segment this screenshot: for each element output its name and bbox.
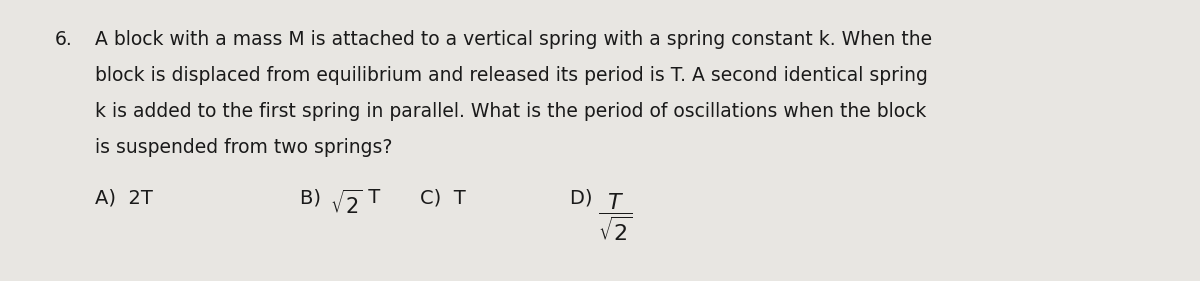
Text: A)  2T: A) 2T <box>95 188 152 207</box>
Text: $\dfrac{T}{\sqrt{2}}$: $\dfrac{T}{\sqrt{2}}$ <box>598 192 632 243</box>
Text: $\sqrt{2}$: $\sqrt{2}$ <box>330 190 362 218</box>
Text: C)  T: C) T <box>420 188 466 207</box>
Text: block is displaced from equilibrium and released its period is T. A second ident: block is displaced from equilibrium and … <box>95 66 928 85</box>
Text: T: T <box>362 188 380 207</box>
Text: is suspended from two springs?: is suspended from two springs? <box>95 138 392 157</box>
Text: D): D) <box>570 188 599 207</box>
Text: k is added to the first spring in parallel. What is the period of oscillations w: k is added to the first spring in parall… <box>95 102 926 121</box>
Text: B): B) <box>300 188 328 207</box>
Text: A block with a mass M is attached to a vertical spring with a spring constant k.: A block with a mass M is attached to a v… <box>95 30 932 49</box>
Text: 6.: 6. <box>55 30 73 49</box>
